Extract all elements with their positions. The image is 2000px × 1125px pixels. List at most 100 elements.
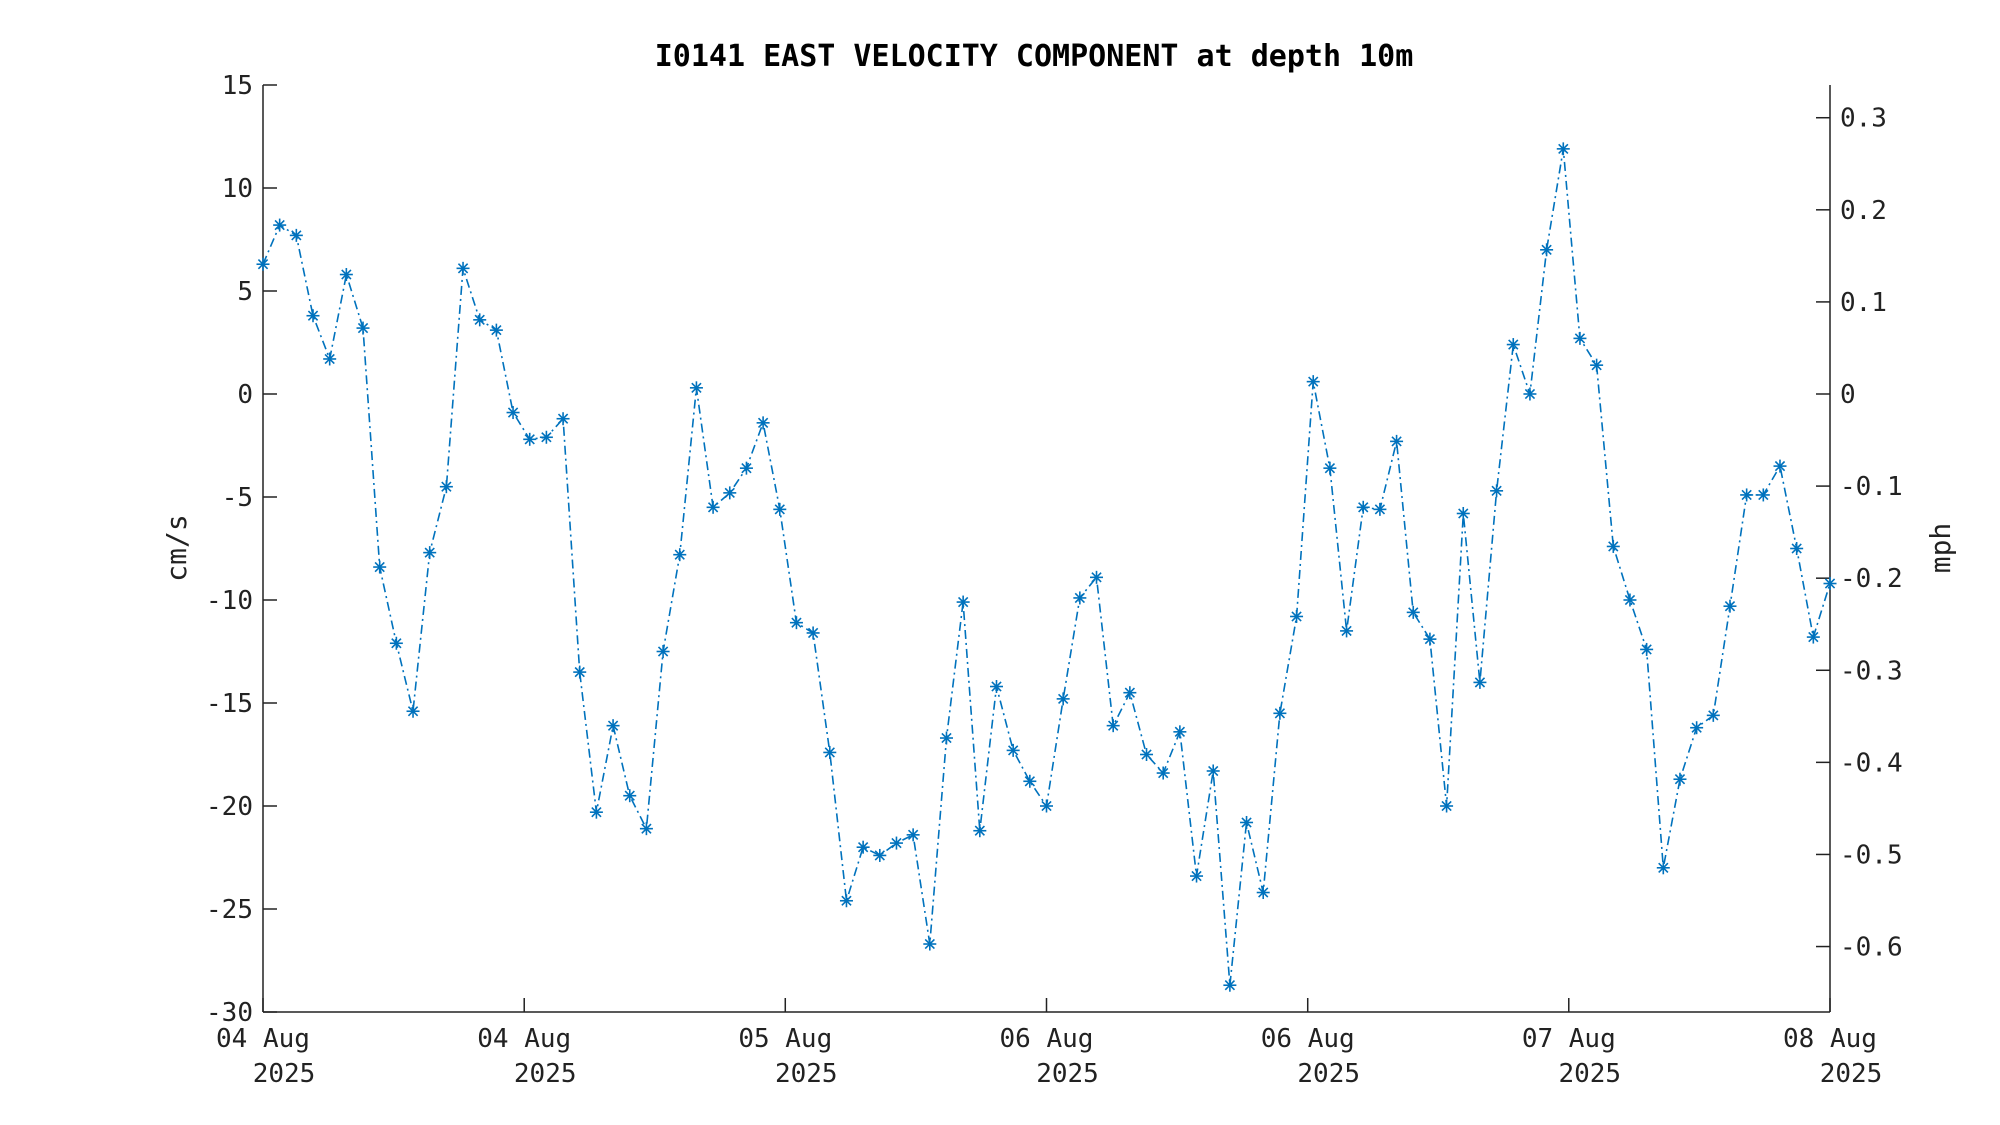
data-point xyxy=(1290,609,1304,623)
x-tick-label-date: 04 Aug xyxy=(216,1024,310,1054)
y2-tick-label: -0.6 xyxy=(1840,933,1903,963)
data-point xyxy=(489,323,503,337)
data-point xyxy=(956,595,970,609)
data-point xyxy=(273,218,287,232)
data-point xyxy=(306,309,320,323)
data-point xyxy=(806,626,820,640)
y-tick-label: -25 xyxy=(206,895,253,925)
data-point xyxy=(373,560,387,574)
x-tick-label-year: 2025 xyxy=(253,1059,316,1089)
axes-group: 15 10 5 0 -5 -10 -15 -20 -25 -30 0.3 0.2 0.1 0 -0.1 -0.… xyxy=(206,71,1903,1089)
data-point xyxy=(1556,142,1570,156)
data-point xyxy=(1090,570,1104,584)
data-point xyxy=(789,616,803,630)
data-point xyxy=(756,416,770,430)
data-point xyxy=(856,840,870,854)
x-tick-label-date: 07 Aug xyxy=(1522,1024,1616,1054)
series-line xyxy=(262,148,1831,986)
data-point xyxy=(1373,502,1387,516)
data-point xyxy=(1423,632,1437,646)
y-tick-label: -5 xyxy=(222,483,253,513)
data-point xyxy=(606,719,620,733)
data-point xyxy=(1790,542,1804,555)
data-point xyxy=(1506,338,1520,352)
data-point xyxy=(1456,506,1470,520)
x-tick-label-year: 2025 xyxy=(1297,1059,1360,1089)
data-point xyxy=(1723,599,1737,613)
data-point xyxy=(906,828,920,842)
data-point xyxy=(1490,484,1504,498)
data-point xyxy=(939,731,953,745)
data-point xyxy=(556,412,570,426)
data-point xyxy=(1523,387,1537,401)
data-point xyxy=(289,228,303,242)
x-tick-label-year: 2025 xyxy=(775,1059,838,1089)
data-point xyxy=(823,745,837,759)
data-point xyxy=(1140,748,1154,761)
y-tick-label: 0 xyxy=(237,380,253,410)
data-point xyxy=(1740,488,1754,502)
data-point xyxy=(1356,500,1370,514)
y2-tick-label: 0.3 xyxy=(1840,104,1887,134)
y2-tick-label: -0.4 xyxy=(1840,748,1903,778)
data-point xyxy=(706,500,720,514)
data-point xyxy=(1640,642,1654,656)
data-point xyxy=(1206,764,1220,778)
data-point xyxy=(873,848,887,862)
data-point xyxy=(1173,725,1187,739)
data-point xyxy=(689,381,703,395)
data-point xyxy=(356,321,370,335)
data-point xyxy=(473,313,487,327)
data-point xyxy=(1656,861,1670,875)
y2-tick-label: 0.2 xyxy=(1840,196,1887,226)
y-tick-label: 10 xyxy=(222,174,253,204)
data-point xyxy=(773,502,787,516)
data-point xyxy=(439,480,453,494)
data-point xyxy=(1590,358,1604,372)
data-point xyxy=(923,937,937,951)
data-point xyxy=(1190,869,1204,883)
data-point xyxy=(1056,692,1070,706)
data-point xyxy=(973,824,987,838)
data-point xyxy=(989,680,1003,694)
data-point xyxy=(323,352,337,366)
y2-tick-label: -0.2 xyxy=(1840,564,1903,594)
data-point xyxy=(389,636,403,650)
x-tick-label-date: 08 Aug xyxy=(1783,1024,1877,1054)
data-point xyxy=(339,268,353,282)
data-point xyxy=(1306,375,1320,389)
data-point xyxy=(1223,978,1237,992)
data-point xyxy=(1040,799,1053,813)
x-tick-label-date: 06 Aug xyxy=(1261,1024,1355,1054)
data-point xyxy=(1006,743,1020,757)
x-tick-label-date: 06 Aug xyxy=(1000,1024,1094,1054)
data-point xyxy=(656,645,670,658)
y-tick-label: -30 xyxy=(206,998,253,1028)
data-point xyxy=(839,894,853,908)
data-point xyxy=(456,261,470,275)
data-point xyxy=(1706,708,1720,722)
x-tick-label-date: 05 Aug xyxy=(738,1024,832,1054)
y2-tick-label: -0.3 xyxy=(1840,656,1903,686)
chart-title: I0141 EAST VELOCITY COMPONENT at depth 1… xyxy=(655,39,1414,74)
data-point xyxy=(1606,539,1620,553)
x-tick-label-date: 04 Aug xyxy=(477,1024,571,1054)
x-tick-label-year: 2025 xyxy=(514,1059,577,1089)
data-point xyxy=(889,836,903,850)
data-point xyxy=(523,432,537,446)
data-point xyxy=(639,822,653,836)
data-point xyxy=(1756,488,1770,502)
series-group xyxy=(256,142,1837,992)
y2-tick-label: -0.5 xyxy=(1840,840,1903,870)
y-tick-label: -20 xyxy=(206,792,253,822)
x-tick-label-year: 2025 xyxy=(1820,1059,1883,1089)
data-point xyxy=(1390,434,1404,448)
data-point xyxy=(573,665,587,679)
y-axis-label: cm/s xyxy=(160,514,193,581)
data-point xyxy=(1806,630,1820,644)
data-point xyxy=(589,805,603,819)
y-tick-label: -15 xyxy=(206,689,253,719)
data-point xyxy=(1540,243,1554,257)
data-point xyxy=(1240,815,1254,829)
